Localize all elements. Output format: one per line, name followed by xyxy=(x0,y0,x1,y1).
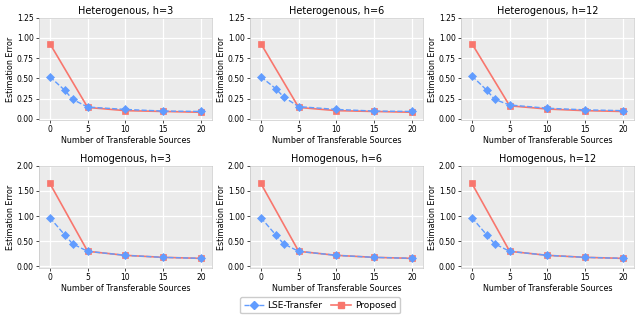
Y-axis label: Estimation Error: Estimation Error xyxy=(428,36,436,102)
Y-axis label: Estimation Error: Estimation Error xyxy=(428,184,436,250)
Title: Heterogenous, h=3: Heterogenous, h=3 xyxy=(78,5,173,16)
X-axis label: Number of Transferable Sources: Number of Transferable Sources xyxy=(61,284,190,294)
X-axis label: Number of Transferable Sources: Number of Transferable Sources xyxy=(61,136,190,145)
Y-axis label: Estimation Error: Estimation Error xyxy=(216,184,225,250)
Title: Homogenous, h=12: Homogenous, h=12 xyxy=(499,154,596,164)
Y-axis label: Estimation Error: Estimation Error xyxy=(6,36,15,102)
X-axis label: Number of Transferable Sources: Number of Transferable Sources xyxy=(272,136,401,145)
Y-axis label: Estimation Error: Estimation Error xyxy=(216,36,225,102)
Y-axis label: Estimation Error: Estimation Error xyxy=(6,184,15,250)
X-axis label: Number of Transferable Sources: Number of Transferable Sources xyxy=(483,284,612,294)
Title: Homogenous, h=6: Homogenous, h=6 xyxy=(291,154,382,164)
X-axis label: Number of Transferable Sources: Number of Transferable Sources xyxy=(272,284,401,294)
Title: Heterogenous, h=6: Heterogenous, h=6 xyxy=(289,5,384,16)
X-axis label: Number of Transferable Sources: Number of Transferable Sources xyxy=(483,136,612,145)
Title: Heterogenous, h=12: Heterogenous, h=12 xyxy=(497,5,598,16)
Legend: LSE-Transfer, Proposed: LSE-Transfer, Proposed xyxy=(240,297,400,314)
Title: Homogenous, h=3: Homogenous, h=3 xyxy=(80,154,171,164)
